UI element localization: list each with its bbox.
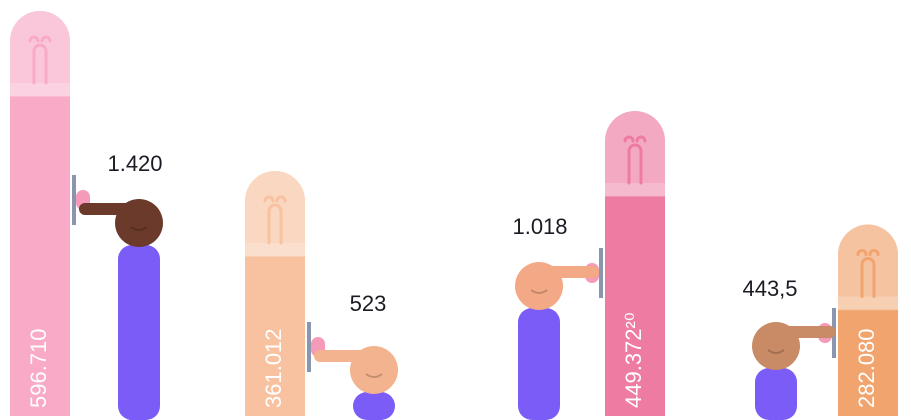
bulb-band bbox=[605, 183, 665, 198]
bulb-band bbox=[245, 242, 305, 257]
bulb-bar bbox=[10, 11, 70, 416]
finger bbox=[776, 326, 836, 338]
bulb-band bbox=[10, 83, 70, 97]
bulb-bar bbox=[838, 224, 898, 416]
bulb-glass bbox=[10, 11, 70, 96]
arm-value-label: 523 bbox=[350, 291, 387, 316]
filament bbox=[263, 195, 287, 245]
button-plate bbox=[72, 175, 76, 225]
arm bbox=[518, 308, 560, 420]
arm bbox=[118, 245, 160, 420]
bulb-value-label: 449.372²⁰ bbox=[621, 312, 646, 408]
arm-value-label: 1.018 bbox=[512, 214, 567, 239]
finger bbox=[79, 203, 139, 215]
arm bbox=[755, 368, 797, 420]
hand-detail bbox=[365, 373, 383, 378]
bulb-value-label: 596.710 bbox=[26, 328, 51, 408]
arm-value-label: 1.420 bbox=[107, 151, 162, 176]
filament bbox=[856, 249, 880, 299]
arm-value-label: 443,5 bbox=[742, 276, 797, 301]
arm bbox=[353, 392, 395, 420]
hand-detail bbox=[767, 349, 785, 354]
bulb-bar bbox=[605, 111, 665, 416]
bulb-glass bbox=[838, 224, 898, 310]
hand-detail bbox=[130, 226, 148, 231]
filament bbox=[28, 35, 52, 85]
bulb-value-label: 282.080 bbox=[854, 328, 879, 408]
bulb-value-label: 361.012 bbox=[261, 328, 286, 408]
bulb-bar bbox=[245, 170, 305, 416]
finger bbox=[539, 266, 599, 278]
bulb-band bbox=[838, 296, 898, 311]
button-plate bbox=[599, 248, 603, 298]
hand-detail bbox=[530, 289, 548, 294]
finger bbox=[314, 350, 374, 362]
bulb-glass bbox=[605, 111, 665, 197]
button-plate bbox=[307, 322, 311, 372]
filament bbox=[623, 135, 647, 185]
bulb-glass bbox=[245, 170, 305, 256]
